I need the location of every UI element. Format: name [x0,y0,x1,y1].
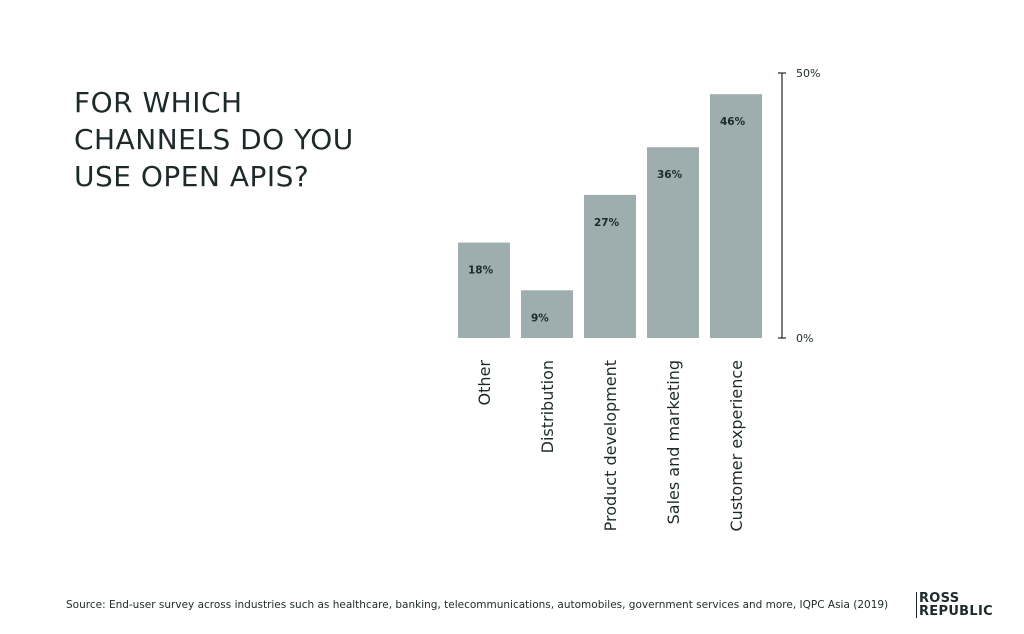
category-label-other: Other [475,360,494,406]
bar-product-development [584,194,636,338]
category-labels-group: Other Distribution Product development Sale… [475,360,746,532]
bar-distribution [521,290,573,338]
bar-value-label-distribution: 9% [531,312,549,324]
value-labels-group: 18% 9% 27% 36% 46% [468,116,746,324]
logo-line-2: REPUBLIC [919,604,993,619]
bar-other [458,242,510,338]
chart-title: FOR WHICH CHANNELS DO YOU USE OPEN APIS? [74,84,394,195]
bar-sales-and-marketing [647,147,699,338]
ross-republic-logo: ROSS REPUBLIC [916,592,993,618]
chart-title-line-3: USE OPEN APIS? [74,160,310,193]
bars-group [458,94,762,338]
logo-line-1: ROSS [919,591,960,606]
bar-value-label-product-development: 27% [594,217,620,229]
bar-customer-experience [710,94,762,338]
bar-value-label-other: 18% [468,265,494,277]
chart-title-line-1: FOR WHICH [74,86,243,119]
category-label-product-development: Product development [601,360,620,531]
chart-title-line-2: CHANNELS DO YOU [74,123,354,156]
bar-value-label-sales-and-marketing: 36% [657,169,683,181]
y-tick-label-0: 0% [796,332,813,345]
y-tick-label-50: 50% [796,67,820,80]
source-note: Source: End-user survey across industrie… [66,599,889,611]
category-label-customer-experience: Customer experience [727,360,746,531]
category-label-sales-and-marketing: Sales and marketing [664,360,683,524]
y-axis: 50% 0% [778,67,820,345]
category-label-distribution: Distribution [538,360,557,453]
bar-value-label-customer-experience: 46% [720,116,746,128]
